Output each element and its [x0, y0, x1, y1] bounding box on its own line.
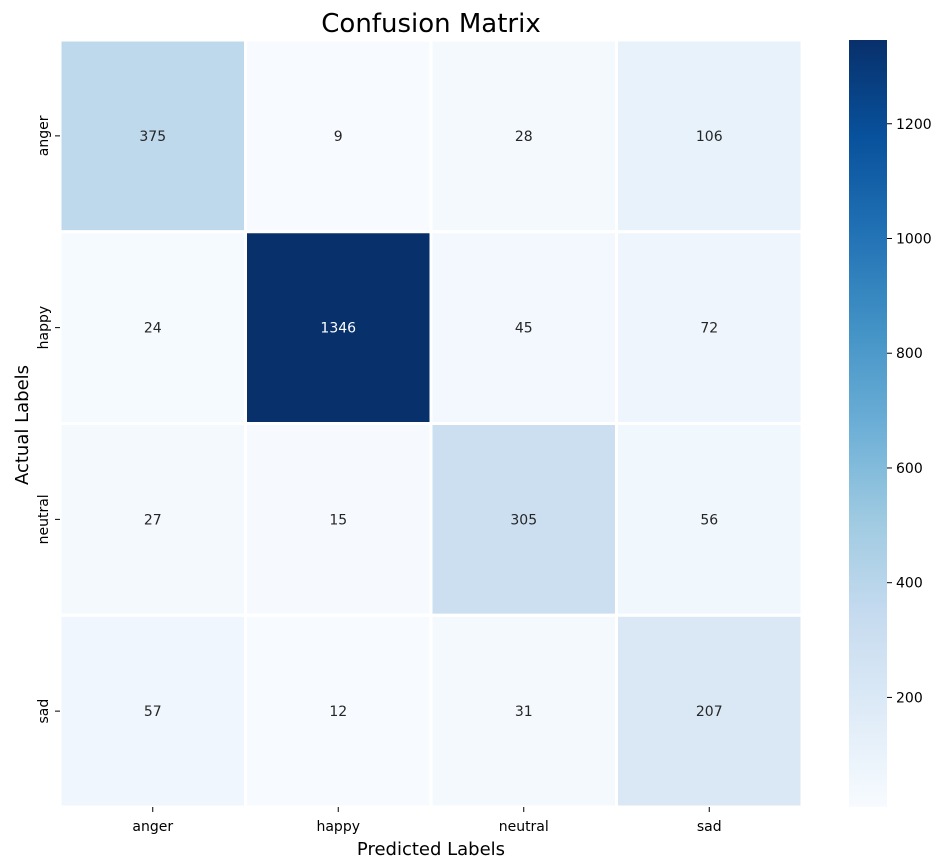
colorbar-tick-label: 600 [896, 461, 923, 477]
cell-value-label: 72 [700, 321, 718, 337]
cell-value-label: 56 [700, 512, 718, 528]
y-axis-ticks: anger happy neutral sad [36, 115, 60, 724]
heatmap-cell [244, 613, 433, 809]
cell-value-label: 375 [139, 129, 166, 145]
cell-value-label: 9 [334, 129, 343, 145]
colorbar-tick-label: 800 [896, 346, 923, 362]
cell-value-label: 207 [696, 704, 723, 720]
heatmap-cell [615, 38, 804, 234]
heatmap-cell-labels: 375 9 28 106 24 1346 45 72 27 15 305 56 57 12 31 207 [139, 129, 722, 720]
colorbar [849, 40, 887, 807]
colorbar-tick-label: 1200 [896, 117, 932, 133]
heatmap-cell [429, 38, 618, 234]
y-axis-label: Actual Labels [12, 365, 33, 485]
heatmap-cell [244, 230, 433, 425]
y-tick-label: anger [36, 115, 52, 156]
colorbar-tick-label: 400 [896, 576, 923, 592]
cell-value-label: 106 [696, 129, 723, 145]
y-tick-label: neutral [36, 494, 52, 544]
cell-value-label: 28 [515, 129, 533, 145]
heatmap-cells [58, 38, 804, 809]
cell-value-label: 24 [144, 321, 162, 337]
colorbar-ticks: 200 400 600 800 1000 1200 [887, 117, 932, 706]
x-tick-label: neutral [499, 819, 549, 835]
heatmap-cell [615, 613, 804, 809]
heatmap-cell [244, 422, 433, 617]
x-tick-label: sad [697, 819, 722, 835]
cell-value-label: 1346 [320, 321, 356, 337]
x-tick-label: happy [316, 819, 360, 835]
x-tick-label: anger [132, 819, 173, 835]
colorbar-tick-label: 200 [896, 690, 923, 706]
cell-value-label: 57 [144, 704, 162, 720]
x-axis-label: Predicted Labels [357, 839, 505, 860]
heatmap-cell [615, 422, 804, 617]
chart-title: Confusion Matrix [321, 9, 540, 39]
cell-value-label: 45 [515, 321, 533, 337]
cell-value-label: 27 [144, 512, 162, 528]
heatmap-cell [58, 38, 247, 234]
y-tick-label: sad [36, 699, 52, 724]
cell-value-label: 15 [329, 512, 347, 528]
y-tick-label: happy [36, 306, 52, 350]
heatmap-cell [244, 38, 433, 234]
x-axis-ticks: anger happy neutral sad [132, 807, 722, 835]
cell-value-label: 12 [329, 704, 347, 720]
cell-value-label: 31 [515, 704, 533, 720]
cell-value-label: 305 [510, 512, 537, 528]
heatmap-cell [615, 230, 804, 425]
colorbar-tick-label: 1000 [896, 231, 932, 247]
